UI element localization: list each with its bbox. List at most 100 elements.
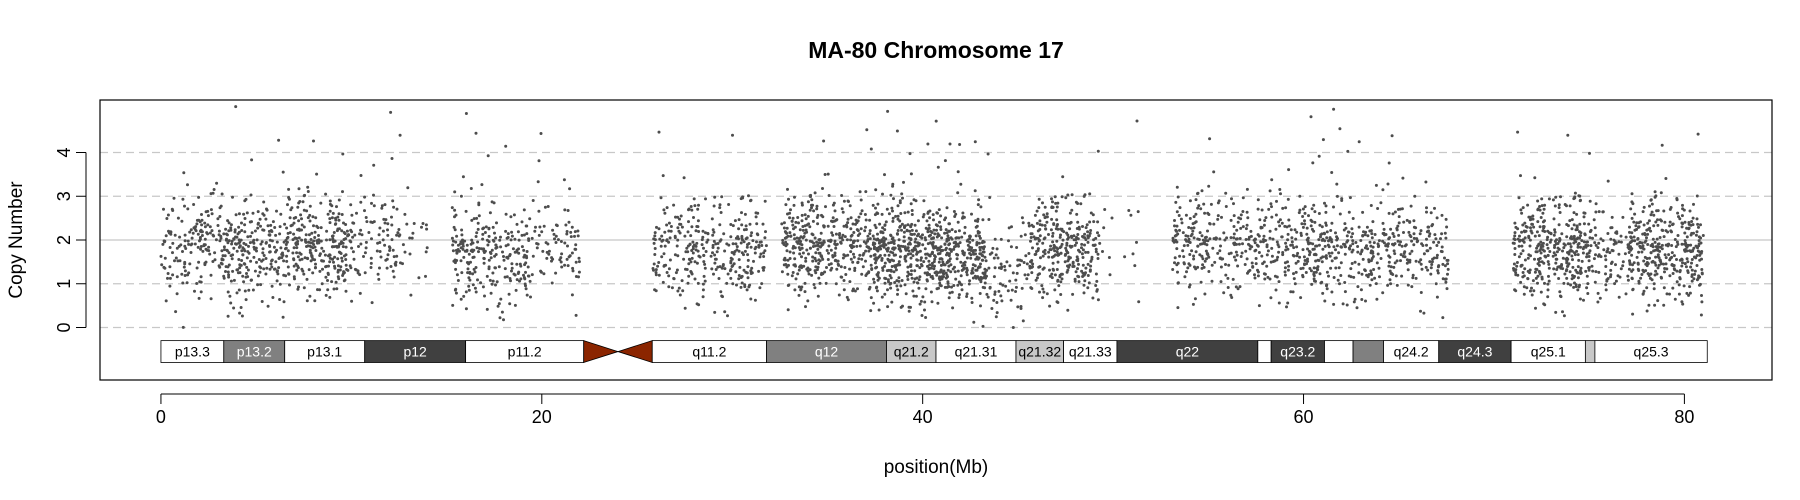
data-point <box>1020 216 1024 220</box>
data-point <box>1540 275 1544 279</box>
data-point <box>1265 253 1269 257</box>
data-point <box>1041 287 1045 291</box>
data-point <box>763 236 767 240</box>
data-point <box>1527 234 1531 238</box>
data-point <box>741 195 745 199</box>
data-point <box>932 267 936 271</box>
data-point <box>875 289 879 293</box>
data-point <box>975 241 979 245</box>
data-point <box>1431 223 1435 226</box>
data-point <box>926 142 930 146</box>
data-point <box>1538 225 1542 229</box>
data-point <box>1555 250 1559 254</box>
data-point <box>1329 266 1333 270</box>
data-point <box>1080 242 1084 246</box>
data-point <box>1315 266 1319 270</box>
cytoband-label: q21.33 <box>1069 344 1112 360</box>
data-point <box>834 246 838 250</box>
data-point <box>758 286 762 290</box>
data-point <box>1312 203 1316 207</box>
data-point <box>485 274 489 278</box>
data-point <box>268 250 272 254</box>
data-point <box>1267 207 1271 211</box>
data-point <box>1637 225 1640 229</box>
data-point <box>883 242 886 246</box>
data-point <box>393 262 397 266</box>
data-point <box>886 109 890 113</box>
data-point <box>1258 218 1262 222</box>
data-point <box>1055 250 1059 254</box>
data-point <box>1279 192 1282 196</box>
data-point <box>1579 245 1582 249</box>
data-point <box>1621 264 1625 268</box>
data-point <box>819 245 822 249</box>
data-point <box>1402 252 1406 255</box>
data-point <box>1689 243 1693 247</box>
data-point <box>1025 277 1029 281</box>
data-point <box>868 229 872 233</box>
data-point <box>887 212 891 216</box>
data-point <box>1275 275 1279 279</box>
data-point <box>1629 236 1633 240</box>
data-point <box>854 218 858 222</box>
data-point <box>184 247 188 250</box>
data-point <box>1601 210 1605 214</box>
data-point <box>958 143 962 146</box>
data-point <box>1086 262 1090 266</box>
data-point <box>1329 229 1333 232</box>
data-point <box>814 251 818 255</box>
data-point <box>1690 279 1694 283</box>
data-point <box>896 263 899 267</box>
data-point <box>793 288 797 292</box>
data-point <box>1543 303 1547 307</box>
data-point <box>505 275 509 279</box>
data-point <box>1103 208 1107 211</box>
data-point <box>1523 236 1527 240</box>
data-point <box>837 263 841 267</box>
data-point <box>174 256 178 260</box>
data-point <box>657 261 661 264</box>
data-point <box>895 129 899 133</box>
data-point <box>1384 244 1388 248</box>
data-point <box>926 271 929 275</box>
data-point <box>1514 271 1518 274</box>
data-point <box>1628 262 1632 266</box>
data-point <box>909 202 913 206</box>
data-point <box>1076 202 1080 205</box>
data-point <box>677 286 681 290</box>
data-point <box>484 225 488 229</box>
data-point <box>1041 296 1045 300</box>
data-point <box>483 294 486 298</box>
data-point <box>1336 237 1339 240</box>
data-point <box>680 225 684 229</box>
data-point <box>1029 239 1032 243</box>
data-point <box>790 274 794 278</box>
data-point <box>1254 257 1258 260</box>
data-point <box>238 311 242 315</box>
data-point <box>1175 247 1179 251</box>
data-point <box>1566 282 1570 286</box>
data-point <box>1075 255 1079 259</box>
data-point <box>1351 239 1355 243</box>
data-point <box>1578 283 1581 287</box>
data-point <box>336 264 340 268</box>
data-point <box>890 206 894 210</box>
data-point <box>1541 220 1545 224</box>
data-point <box>852 245 856 249</box>
data-point <box>1437 240 1441 244</box>
data-point <box>246 268 250 272</box>
data-point <box>1298 255 1302 259</box>
data-point <box>940 277 944 281</box>
data-point <box>178 235 182 239</box>
data-point <box>1411 276 1415 280</box>
data-point <box>950 285 953 289</box>
data-point <box>738 265 742 269</box>
data-point <box>545 256 549 260</box>
data-point <box>176 216 180 220</box>
data-point <box>887 253 891 257</box>
data-point <box>693 277 697 281</box>
data-point <box>529 295 532 299</box>
data-point <box>477 214 481 218</box>
x-tick-label: 20 <box>532 407 552 427</box>
data-point <box>1596 291 1600 295</box>
